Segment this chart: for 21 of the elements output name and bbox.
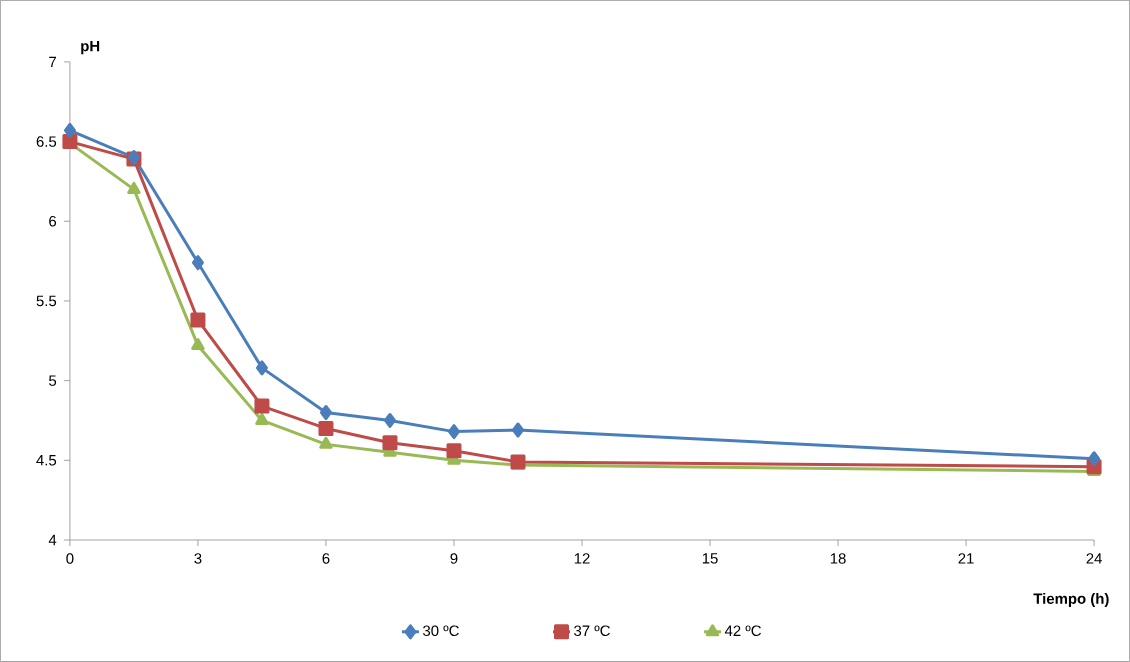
x-tick-label: 3: [194, 553, 202, 564]
y-tick-label: 5: [49, 375, 57, 386]
y-tick-label: 5.5: [36, 295, 57, 307]
x-tick-label: 9: [450, 553, 458, 564]
y-tick-label: 6: [49, 216, 57, 227]
x-tick-label: 21: [958, 553, 974, 564]
y-tick-label: 6.5: [36, 136, 57, 147]
x-tick-label: 24: [1086, 553, 1102, 564]
x-tick-label: 0: [66, 553, 74, 564]
y-tick-label: 4: [48, 534, 57, 546]
x-tick-label: 6: [322, 553, 330, 564]
x-tick-label: 15: [702, 553, 718, 564]
legend-label: 37 ºC: [574, 625, 610, 637]
legend-label: 30 ºC: [423, 625, 459, 637]
y-axis-title: pH: [81, 40, 100, 55]
x-tick-label: 12: [574, 553, 590, 564]
x-axis-title: Tiempo (h): [1033, 593, 1109, 607]
legend-label: 42 ºC: [724, 625, 761, 637]
x-tick-label: 18: [830, 553, 846, 564]
y-tick-label: 7: [49, 56, 56, 68]
y-tick-label: 4.5: [36, 455, 57, 466]
